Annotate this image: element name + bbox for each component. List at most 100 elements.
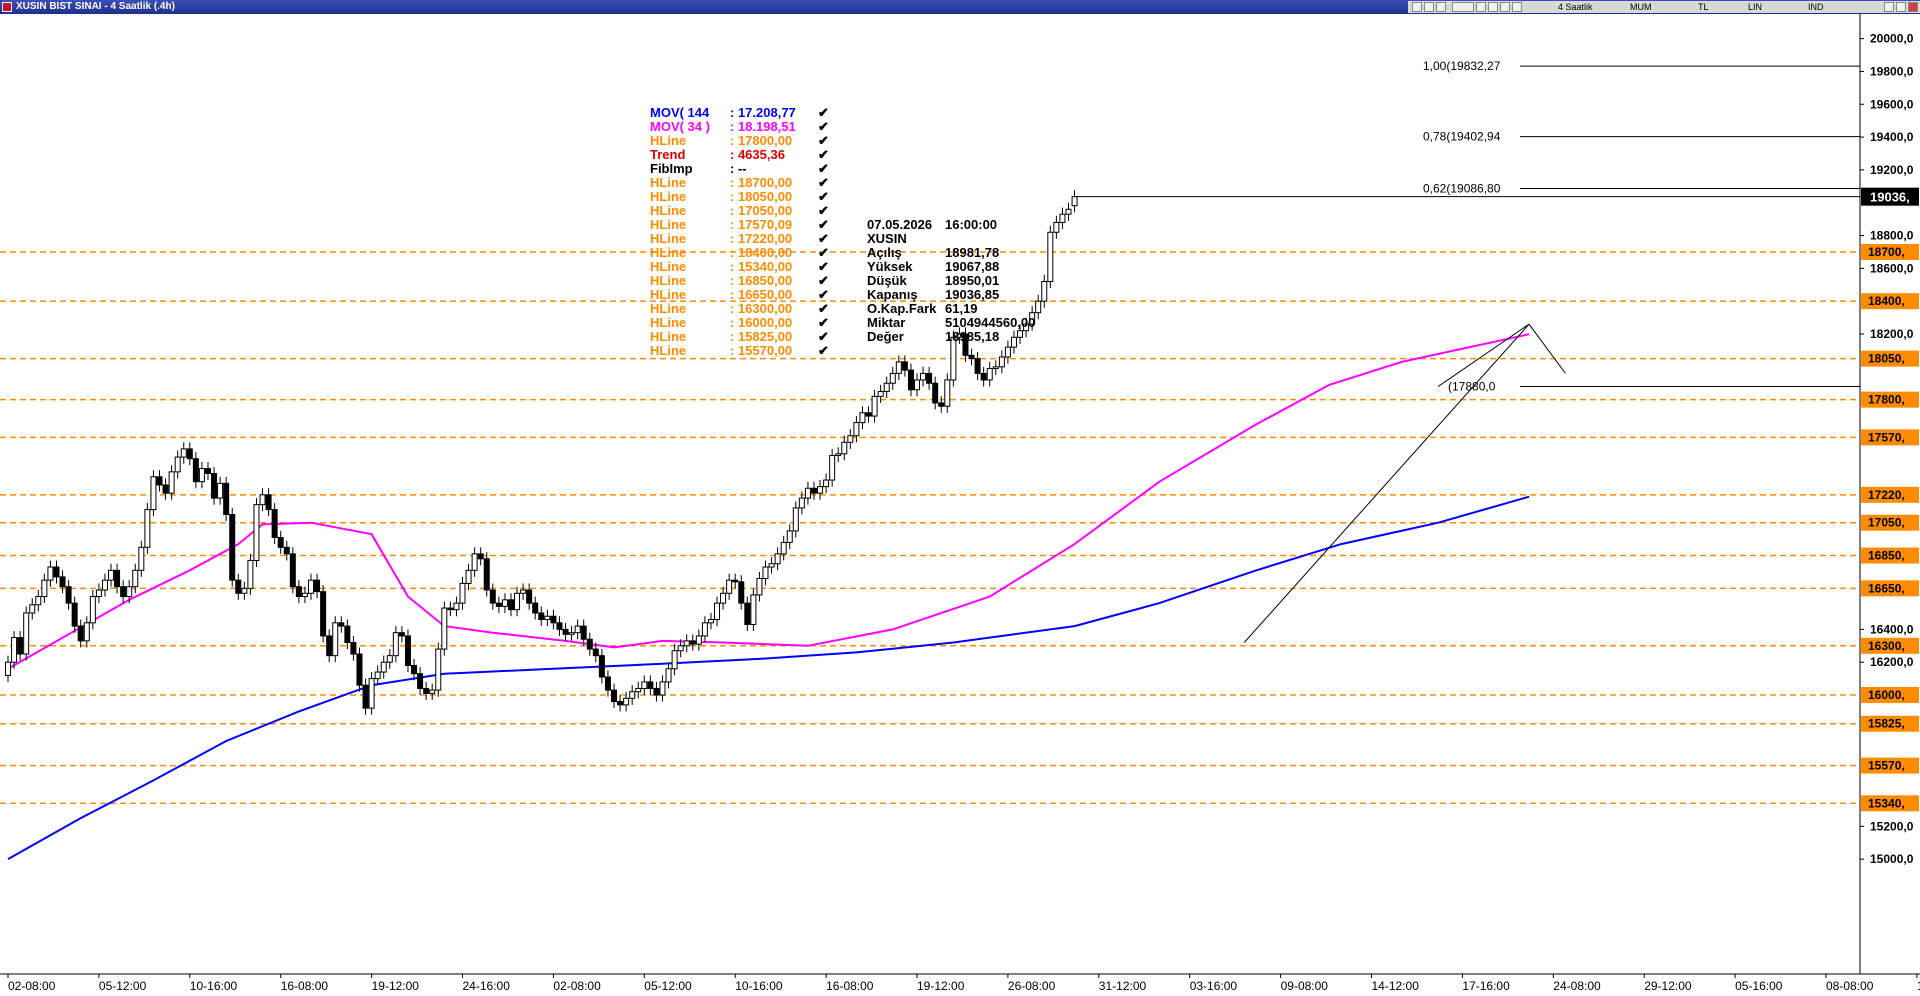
maximize-icon[interactable] [1896, 2, 1906, 12]
candle-down [653, 687, 660, 696]
ohlc-value: 18981,78 [945, 245, 1000, 260]
candle-down [617, 701, 624, 706]
candle-up [368, 678, 375, 709]
draw-icon[interactable] [1436, 2, 1446, 12]
candle-up [1035, 300, 1042, 314]
candle-up [677, 645, 684, 652]
app-icon [2, 2, 12, 12]
candle-up [453, 602, 460, 611]
candle-up [629, 691, 636, 699]
candle-up [774, 553, 781, 565]
candle-up [841, 441, 848, 455]
line-tool-icon[interactable] [1500, 2, 1510, 12]
candle-down [417, 673, 424, 689]
candle-up [683, 640, 690, 647]
legend-value: : 18700,00 [730, 175, 793, 190]
candle-up [514, 592, 521, 611]
candle-up [659, 681, 666, 696]
scale-button[interactable]: LIN [1748, 2, 1763, 12]
candle-up [471, 553, 478, 571]
candle-up [998, 356, 1005, 368]
check-icon[interactable]: ✔ [818, 147, 829, 162]
ohlc-value: 19067,88 [945, 259, 1000, 274]
candle-type-button[interactable]: MUM [1630, 2, 1652, 12]
x-tick-label: 16-08:00 [826, 979, 874, 993]
indicator-button[interactable]: IND [1808, 2, 1824, 12]
minimize-icon[interactable] [1884, 2, 1894, 12]
check-icon[interactable]: ✔ [818, 287, 829, 302]
check-icon[interactable]: ✔ [818, 245, 829, 260]
candle-up [150, 476, 157, 511]
candle-down [120, 586, 127, 598]
candle-down [17, 637, 24, 655]
legend-value: : 15825,00 [730, 329, 793, 344]
mov144-line [7, 495, 1530, 860]
legend-value: : 18.198,51 [730, 119, 796, 134]
y-tick-label: 15000,0 [1870, 852, 1914, 866]
check-icon[interactable]: ✔ [818, 329, 829, 344]
check-icon[interactable]: ✔ [818, 259, 829, 274]
candle-up [568, 632, 575, 635]
legend-name: MOV( 34 ) [650, 119, 710, 134]
check-icon[interactable]: ✔ [818, 133, 829, 148]
check-icon[interactable]: ✔ [818, 161, 829, 176]
check-icon[interactable]: ✔ [818, 301, 829, 316]
fib-label: 0,62(19086,80 [1423, 181, 1501, 195]
check-icon[interactable]: ✔ [818, 119, 829, 134]
hline-label: 16650, [1868, 581, 1905, 595]
check-icon[interactable]: ✔ [818, 189, 829, 204]
check-icon[interactable]: ✔ [818, 343, 829, 358]
candle-down [732, 579, 739, 583]
hline-label: 17050, [1868, 516, 1905, 530]
candle-down [556, 622, 563, 630]
candle-down [423, 687, 430, 694]
grid-icon[interactable] [1476, 2, 1486, 12]
candle-up [871, 395, 878, 417]
settings-icon[interactable] [1412, 2, 1422, 12]
period-selector[interactable]: 4 Saatlik [1558, 2, 1593, 12]
legend-value: : 17.208,77 [730, 105, 796, 120]
check-icon[interactable]: ✔ [818, 231, 829, 246]
candle-down [277, 536, 284, 548]
refresh-icon[interactable] [1424, 2, 1434, 12]
check-icon[interactable]: ✔ [818, 217, 829, 232]
candle-down [77, 625, 84, 642]
candle-down [962, 333, 969, 356]
candle-up [720, 592, 727, 604]
hline-label: 18400, [1868, 294, 1905, 308]
ohlc-key: Açılış [867, 245, 902, 260]
candle-down [477, 553, 484, 560]
trend-line [1437, 323, 1530, 387]
ohlc-value: 16:00:00 [945, 217, 998, 232]
candle-down [320, 591, 327, 637]
favorites-icon[interactable] [1452, 2, 1474, 12]
hline-label: 17570, [1868, 430, 1905, 444]
check-icon[interactable]: ✔ [818, 105, 829, 120]
x-tick-label: 16-08:00 [281, 979, 329, 993]
price-chart[interactable]: 20000,0 19800,0 19600,0 19400,0 19200,0 18800… [0, 14, 1920, 996]
ohlc-key: O.Kap.Fark [867, 301, 937, 316]
trend-tool-icon[interactable] [1512, 2, 1522, 12]
trend-line [1243, 323, 1530, 643]
check-icon[interactable]: ✔ [818, 273, 829, 288]
candle-down [526, 589, 533, 604]
check-icon[interactable]: ✔ [818, 175, 829, 190]
check-icon[interactable]: ✔ [818, 203, 829, 218]
legend-value: : 15340,00 [730, 259, 793, 274]
pencil-icon[interactable] [1488, 2, 1498, 12]
candle-up [441, 607, 448, 650]
legend-value: : 17220,00 [730, 231, 793, 246]
currency-button[interactable]: TL [1698, 2, 1709, 12]
x-tick-label: 02-08:00 [553, 979, 601, 993]
candle-down [592, 648, 599, 657]
close-icon[interactable] [1908, 2, 1918, 12]
candle-down [204, 468, 211, 474]
candle-up [132, 569, 139, 588]
candle-up [714, 602, 721, 621]
hline-label: 15825, [1868, 717, 1905, 731]
candle-up [914, 379, 920, 391]
check-icon[interactable]: ✔ [818, 315, 829, 330]
candle-down [901, 361, 908, 371]
legend-name: HLine [650, 259, 687, 274]
candle-up [671, 650, 678, 670]
